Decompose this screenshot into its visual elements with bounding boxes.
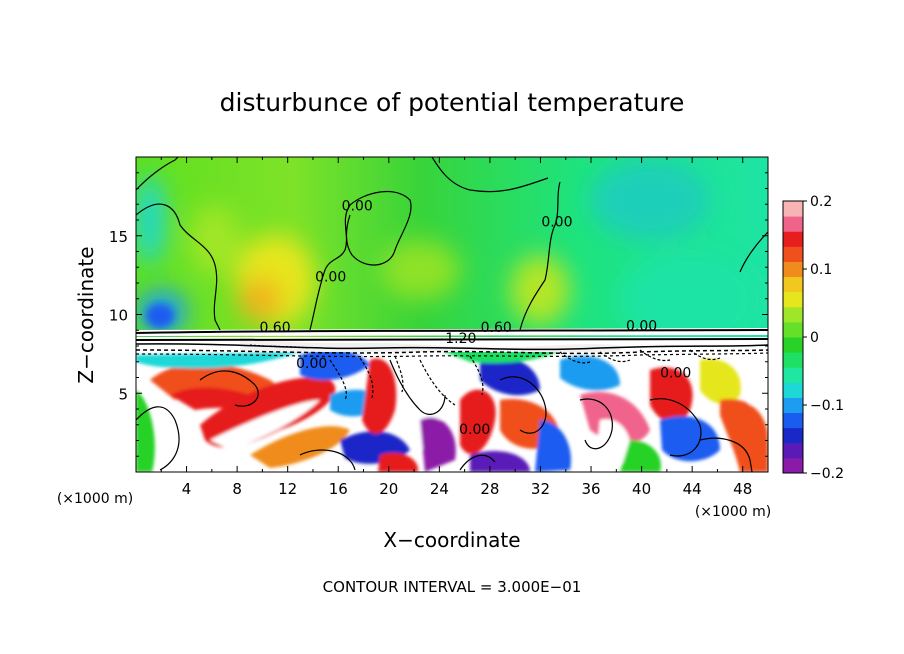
- colorbar-segment: [783, 306, 803, 323]
- colorbar-segment: [783, 201, 803, 217]
- heatmap-field: [136, 157, 768, 472]
- x-tick-label: 44: [683, 480, 702, 498]
- x-tick-label: 32: [531, 480, 550, 498]
- colorbar-segment: [783, 276, 803, 293]
- chart-title: disturbunce of potential temperature: [220, 88, 685, 117]
- colorbar-segment: [783, 216, 803, 232]
- contour-labels: 0.00 0.00 0.00 0.60 0.60 0.00 1.20 0.00 0.00 0.00: [259, 199, 691, 439]
- y-axis: 5 10 15: [109, 172, 768, 457]
- colorbar-tick-label: 0: [810, 330, 819, 346]
- colorbar-segment: [783, 427, 803, 444]
- colorbar-segment: [783, 231, 803, 247]
- contour-label: 0.00: [541, 214, 572, 230]
- colorbar-segment: [783, 382, 803, 398]
- colorbar-tick-label: −0.2: [810, 466, 844, 482]
- colorbar-segment: [783, 246, 803, 262]
- contour-label: 0.60: [481, 320, 512, 336]
- y-tick-label: 10: [109, 307, 128, 325]
- y-tick-label: 5: [118, 385, 128, 403]
- contour-label: 0.00: [296, 356, 327, 372]
- colorbar-segment: [783, 321, 803, 338]
- y-tick-label: 15: [109, 228, 128, 246]
- x-tick-label: 48: [733, 480, 752, 498]
- x-tick-label: 40: [632, 480, 651, 498]
- colorbar-segment: [783, 412, 803, 429]
- x-axis: 4 8 12 16 20 24 28 32 36 40 44 48: [160, 157, 752, 498]
- contour-label: 0.00: [660, 366, 691, 382]
- contour-interval-note: CONTOUR INTERVAL = 3.000E−01: [323, 578, 582, 596]
- colorbar-tick-label: −0.1: [810, 398, 844, 414]
- colorbar: [782, 200, 804, 474]
- x-tick-label: 20: [379, 480, 398, 498]
- contour-label: 0.00: [626, 318, 657, 334]
- colorbar-segment: [783, 397, 803, 414]
- contour-label: 0.00: [342, 199, 373, 215]
- colorbar-segment: [783, 291, 803, 308]
- contour-label: 0.60: [259, 320, 290, 336]
- x-unit-right: (×1000 m): [695, 504, 771, 520]
- x-tick-label: 12: [278, 480, 297, 498]
- x-tick-label: 24: [430, 480, 449, 498]
- colorbar-segment: [783, 337, 803, 353]
- colorbar-segment: [783, 457, 803, 474]
- colorbar-segment: [783, 442, 803, 459]
- contour-lines: [136, 157, 768, 472]
- x-unit-left: (×1000 m): [57, 491, 133, 507]
- x-tick-label: 8: [232, 480, 242, 498]
- colorbar-segment: [783, 352, 803, 368]
- contour-label: 1.20: [445, 331, 476, 347]
- contour-label: 0.00: [459, 422, 490, 438]
- x-axis-label: X−coordinate: [383, 528, 520, 552]
- x-tick-label: 4: [182, 480, 192, 498]
- colorbar-segment: [783, 367, 803, 383]
- colorbar-tick-label: 0.1: [810, 262, 832, 278]
- x-tick-label: 16: [329, 480, 348, 498]
- contour-label: 0.00: [315, 269, 346, 285]
- x-tick-label: 28: [480, 480, 499, 498]
- x-tick-label: 36: [581, 480, 600, 498]
- y-axis-label: Z−coordinate: [74, 246, 98, 383]
- colorbar-labels: 0.2 0.1 0 −0.1 −0.2: [803, 194, 844, 482]
- colorbar-segment: [783, 261, 803, 278]
- colorbar-tick-label: 0.2: [810, 194, 832, 210]
